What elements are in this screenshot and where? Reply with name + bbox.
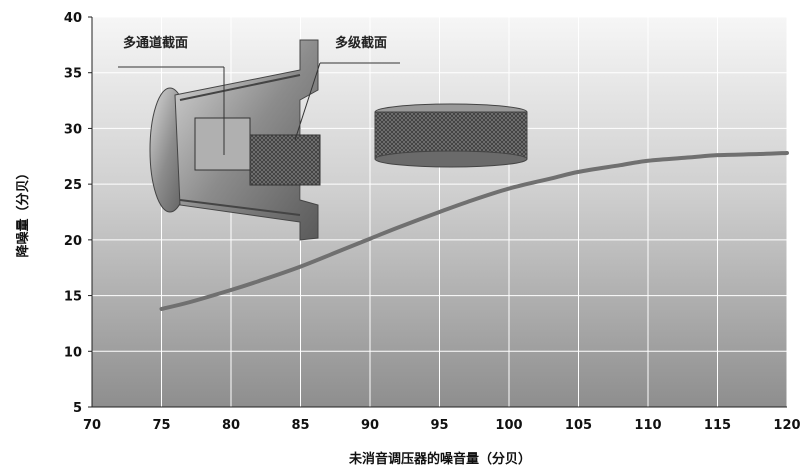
multistage-cartridge-illustration xyxy=(374,103,528,168)
y-tick-labels: 5 10 15 20 25 30 35 40 xyxy=(64,11,92,416)
x-tick-label: 120 xyxy=(773,418,800,433)
y-tick-label: 10 xyxy=(64,345,82,360)
x-tick-label: 100 xyxy=(495,418,522,433)
y-axis-title: 降噪量（分贝） xyxy=(15,166,31,257)
annotation-multichannel: 多通道截面 xyxy=(123,35,188,51)
series-line xyxy=(159,150,789,311)
x-axis-title: 未消音调压器的噪音量（分贝） xyxy=(348,451,531,467)
y-tick-label: 15 xyxy=(64,290,82,305)
y-tick-label: 5 xyxy=(73,401,82,416)
x-tick-label: 115 xyxy=(704,418,731,433)
y-tick-label: 20 xyxy=(64,234,82,249)
x-tick-label: 105 xyxy=(565,418,592,433)
x-tick-label: 75 xyxy=(152,418,170,433)
y-tick-label: 25 xyxy=(64,178,82,193)
y-tick-label: 40 xyxy=(64,11,82,26)
x-tick-label: 110 xyxy=(634,418,661,433)
x-tick-label: 80 xyxy=(222,418,240,433)
y-tick-label: 30 xyxy=(64,122,82,137)
multistage-leader-drop xyxy=(294,62,321,141)
x-tick-label: 90 xyxy=(361,418,379,433)
y-tick-label: 35 xyxy=(64,67,82,82)
x-tick-label: 95 xyxy=(430,418,448,433)
x-tick-label: 70 xyxy=(83,418,101,433)
x-tick-label: 85 xyxy=(291,418,309,433)
x-tick-labels: 70 75 80 85 90 95 100 105 110 115 120 xyxy=(83,418,801,433)
annotation-multistage: 多级截面 xyxy=(335,35,387,51)
multichannel-section-illustration xyxy=(149,39,321,241)
grid-lines xyxy=(91,16,788,408)
